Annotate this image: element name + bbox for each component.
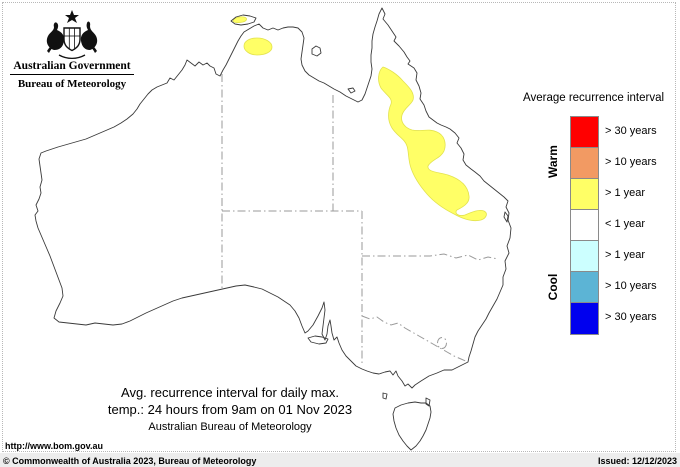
legend-color-scale: [570, 116, 599, 335]
region-tiwi-spot: [232, 16, 247, 24]
border-nsw-vic-murray: [361, 315, 469, 363]
caption-line-1: Avg. recurrence interval for daily max.: [121, 385, 339, 400]
map-frame-border: [2, 2, 676, 452]
legend-swatch-cool-gt1: [571, 241, 598, 272]
legend-label: > 1 year: [605, 187, 646, 199]
bureau-title: Bureau of Meteorology: [17, 78, 127, 90]
king-island-outline: [382, 392, 388, 400]
mainland-outline: [34, 7, 512, 389]
legend-label: > 30 years: [605, 311, 657, 323]
tiwi-islands-outline: [230, 14, 257, 26]
legend-label: > 10 years: [605, 280, 657, 292]
legend-swatch-lt1: [571, 210, 598, 241]
tasmania-outline: [392, 401, 432, 451]
bottom-strip: [0, 453, 680, 467]
map-caption: Avg. recurrence interval for daily max. …: [55, 384, 405, 434]
legend-label: > 30 years: [605, 125, 657, 137]
coastline: [34, 7, 512, 451]
caption-line-3: Australian Bureau of Meteorology: [148, 421, 312, 433]
legend-label: < 1 year: [605, 218, 646, 230]
legend-swatch-cool-gt10: [571, 272, 598, 303]
kangaroo-island-outline: [307, 335, 329, 345]
region-queensland-coastal-band: [378, 66, 487, 222]
legend-warm-axis-label: Warm: [546, 145, 560, 178]
legend-swatch-cool-gt30: [571, 303, 598, 334]
legend-swatch-warm-gt30: [571, 117, 598, 148]
border-qld-nsw: [362, 253, 499, 261]
anomaly-regions: [232, 16, 487, 222]
issued-date: Issued: 12/12/2023: [597, 456, 677, 466]
government-title: Australian Government: [13, 60, 131, 72]
state-borders: [221, 74, 499, 366]
legend-cool-axis-label: Cool: [546, 273, 560, 301]
header-divider: [10, 74, 134, 75]
copyright-text: © Commonwealth of Australia 2023, Bureau…: [3, 456, 257, 466]
mornington-island-outline: [347, 87, 356, 94]
header-titles: Australian Government Bureau of Meteorol…: [10, 60, 134, 90]
legend-swatch-warm-gt10: [571, 148, 598, 179]
legend-swatch-warm-gt1: [571, 179, 598, 210]
fraser-island-outline: [503, 211, 509, 223]
groote-eylandt-outline: [311, 45, 322, 57]
region-top-end-spot: [243, 37, 273, 56]
bom-url: http://www.bom.gov.au: [5, 441, 103, 451]
legend-label: > 1 year: [605, 249, 646, 261]
flinders-island-outline: [425, 397, 431, 407]
coat-of-arms-icon: [46, 10, 98, 60]
caption-line-2: temp.: 24 hours from 9am on 01 Nov 2023: [107, 402, 353, 417]
legend-label: > 10 years: [605, 156, 657, 168]
legend-title: Average recurrence interval: [523, 92, 665, 104]
border-act: [437, 337, 447, 349]
